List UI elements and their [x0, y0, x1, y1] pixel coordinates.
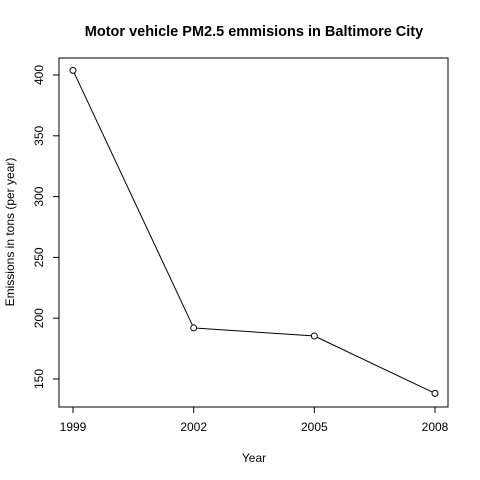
series-layer [69, 66, 439, 397]
y-tick-label: 400 [32, 65, 46, 85]
y-tick-label: 250 [32, 247, 46, 267]
series-line-segment [316, 336, 433, 393]
y-tick-label: 350 [32, 125, 46, 145]
x-axis: 1999 2002 2005 2008 [60, 406, 449, 434]
data-point [69, 66, 77, 74]
data-point [190, 324, 198, 332]
y-axis-label: Emissions in tons (per year) [3, 158, 17, 307]
x-tick-label: 2002 [180, 420, 207, 434]
series-line-segment [73, 72, 193, 326]
series-line-segment [196, 327, 312, 337]
x-tick-label: 2005 [301, 420, 328, 434]
x-tick-label: 1999 [60, 420, 87, 434]
data-point [310, 332, 318, 340]
chart-title: Motor vehicle PM2.5 emmisions in Baltimo… [85, 24, 423, 40]
y-tick-label: 150 [32, 369, 46, 389]
y-axis: 150 200 250 300 350 400 [32, 65, 60, 389]
x-axis-label: Year [242, 451, 266, 465]
data-point [431, 389, 439, 397]
plot-frame [58, 57, 449, 408]
x-tick-label: 2008 [422, 420, 449, 434]
y-tick-label: 200 [32, 308, 46, 328]
y-tick-label: 300 [32, 186, 46, 206]
